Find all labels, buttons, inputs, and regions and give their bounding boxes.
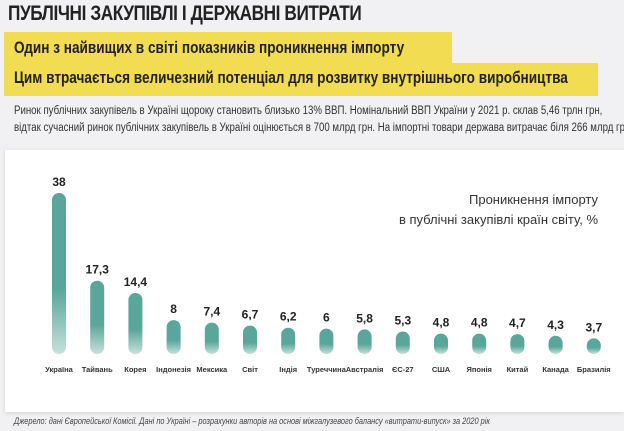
bar [52, 193, 66, 354]
data-label: 6,7 [242, 308, 259, 322]
intro-text: Ринок публічних закупівель в Україні щор… [14, 105, 603, 117]
bar [510, 334, 525, 354]
data-label: 6 [323, 311, 330, 325]
data-label: 4,7 [509, 316, 526, 330]
data-label: 38 [52, 175, 66, 189]
category-label: Туреччина [307, 365, 347, 374]
bar [204, 322, 219, 354]
highlight-band [4, 63, 598, 96]
category-label: Японія [466, 365, 492, 374]
category-label: ЄС-27 [392, 365, 414, 374]
bar [243, 325, 257, 354]
category-label: Індонезія [156, 365, 191, 374]
bar [548, 335, 563, 354]
subtitle: Один з найвищих в світі показників прони… [14, 38, 405, 57]
bar [90, 280, 105, 354]
category-label: Бразилія [577, 365, 611, 374]
category-label: Китай [507, 365, 529, 374]
chart-card [5, 150, 624, 412]
data-label: 17,3 [86, 263, 110, 277]
category-label: Тайвань [82, 365, 113, 374]
bar [166, 320, 181, 354]
data-label: 8 [170, 302, 177, 316]
chart-title: Проникнення імпорту [469, 192, 598, 207]
category-label: Канада [542, 365, 569, 374]
category-label: Австралія [346, 365, 384, 374]
data-label: 5,8 [356, 311, 373, 325]
bar [395, 331, 410, 354]
category-label: Світ [242, 365, 258, 374]
data-label: 4,8 [433, 316, 450, 330]
category-label: Україна [45, 365, 74, 374]
chart-title: в публічні закупівлі країн світу, % [398, 212, 598, 227]
data-label: 7,4 [203, 305, 220, 319]
bar [357, 329, 372, 354]
category-label: США [432, 365, 451, 374]
category-label: Мексика [196, 365, 228, 374]
bar [319, 328, 334, 354]
bar [128, 292, 143, 354]
data-label: 4,8 [471, 316, 488, 330]
data-label: 5,3 [394, 314, 411, 328]
category-label: Корея [124, 365, 146, 374]
data-label: 14,4 [124, 275, 148, 289]
bar [434, 333, 448, 354]
page-title: ПУБЛІЧНІ ЗАКУПІВЛІ І ДЕРЖАВНІ ВИТРАТИ [8, 2, 362, 25]
bar [281, 327, 296, 354]
category-label: Індія [279, 365, 297, 374]
bar [472, 333, 487, 354]
subtitle: Цим втрачається величезний потенціал для… [14, 68, 568, 87]
intro-text: відтак сучасний ринок публічних закупіве… [14, 122, 624, 134]
bar [586, 338, 601, 354]
data-label: 4,3 [547, 318, 564, 332]
source-note: Джерело: дані Європейської Комісії. Дані… [14, 416, 490, 426]
highlight-band [4, 32, 452, 64]
data-label: 3,7 [585, 320, 602, 334]
data-label: 6,2 [280, 310, 297, 324]
